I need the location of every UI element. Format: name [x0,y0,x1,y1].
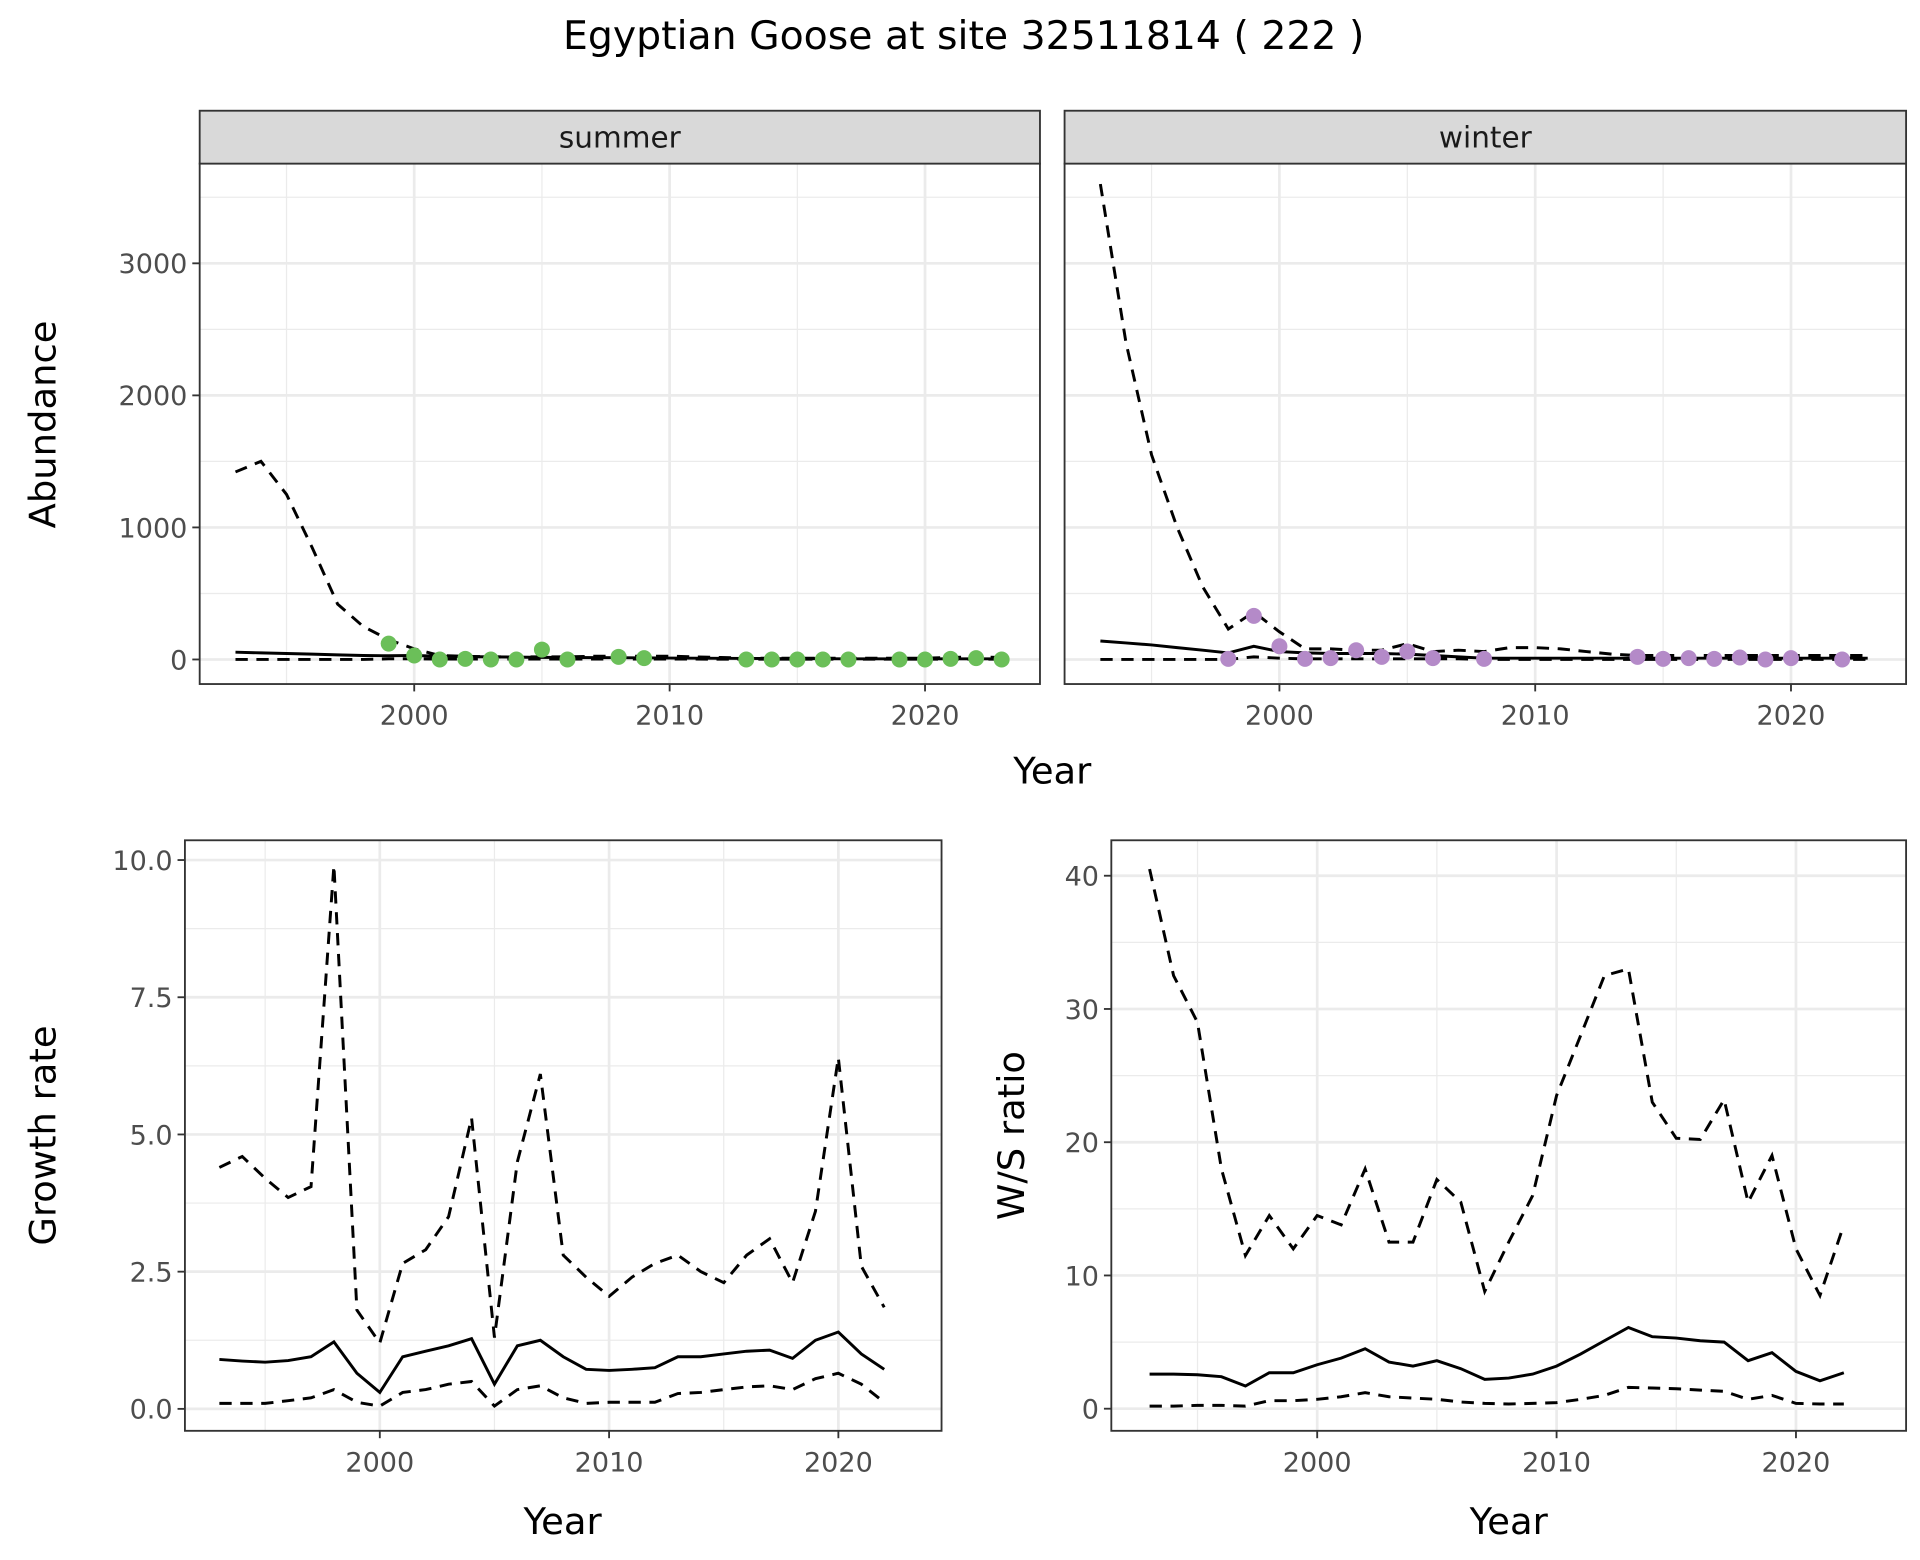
y-axis-title: Abundance [22,321,65,529]
series-line-upper [218,865,886,1347]
facet-strip-label: winter [1439,121,1533,155]
series-line-upper [1148,868,1846,1300]
y-tick-label: 2000 [119,381,188,412]
data-point [1629,648,1646,665]
data-point [1834,651,1851,668]
x-tick-label: 2010 [1522,1447,1591,1478]
y-tick-label: 0 [1082,1395,1099,1426]
data-point [457,650,474,667]
series-line-lower [219,1371,886,1409]
x-tick-label: 2020 [804,1447,873,1478]
data-point [814,651,831,668]
data-point [1373,648,1390,665]
data-point [1706,650,1723,667]
facet-strip [1063,109,1908,165]
x-tick-label: 2010 [635,701,704,732]
data-point [1757,651,1774,668]
x-tick-label: 2020 [891,701,960,732]
data-point [942,650,959,667]
data-point [1348,642,1365,659]
panel-1: winter 2000 2010 2020 [1063,109,1908,732]
series-line-upper [1098,183,1868,657]
panel-border [1063,162,1908,685]
data-point [738,651,755,668]
data-point [789,651,806,668]
series-line-lower [1149,1385,1844,1408]
data-point [1271,638,1288,655]
data-point [1476,650,1493,667]
data-point [559,651,576,668]
x-tick-label: 2000 [345,1447,414,1478]
x-tick-label: 2010 [575,1447,644,1478]
y-tick-label: 0.0 [130,1395,173,1426]
x-axis-title: Year [1469,1500,1549,1543]
x-tick-label: 2020 [1757,701,1826,732]
facet-strip [198,109,1041,165]
data-point [636,650,653,667]
y-tick-label: 0 [170,645,187,676]
y-tick-label: 40 [1065,862,1099,893]
y-tick-label: 1000 [119,513,188,544]
panel-border [198,162,1041,685]
x-tick-label: 2020 [1762,1447,1831,1478]
series-line-upper [234,459,1002,660]
data-point [406,647,423,664]
x-axis-title: Year [523,1500,603,1543]
panel-3: 2000 2010 2020 0 10 20 30 40 [1065,839,1908,1478]
data-point [610,648,627,665]
series-line-estimate [219,1330,886,1395]
y-tick-label: 10 [1065,1261,1099,1292]
x-axis-title: Year [1012,750,1092,793]
y-tick-label: 10.0 [112,846,172,877]
panel-2: 2000 2010 2020 0.0 2.5 5.0 7.5 10.0 [112,839,943,1478]
panel-border [1110,839,1908,1432]
data-point [1655,650,1672,667]
y-tick-label: 30 [1065,995,1099,1026]
data-point [1731,649,1748,666]
data-point [840,651,857,668]
data-point [993,651,1010,668]
chart-title: Egyptian Goose at site 32511814 ( 222 ) [563,13,1364,59]
x-tick-label: 2010 [1501,701,1570,732]
data-point [1322,650,1339,667]
data-point [968,650,985,667]
data-point [1297,650,1314,667]
data-point [763,651,780,668]
x-tick-label: 2000 [380,701,449,732]
y-tick-label: 7.5 [130,983,173,1014]
data-point [1399,643,1416,660]
data-point [1245,607,1262,624]
y-axis-title: W/S ratio [990,1051,1033,1220]
data-point [508,651,525,668]
data-point [431,651,448,668]
panel-border [183,839,943,1432]
facet-strip-label: summer [559,121,682,155]
series-line-estimate [1149,1325,1845,1388]
data-point [1424,650,1441,667]
panel-0: summer 2000 2010 2020 0 1000 2000 3000 [119,109,1041,732]
y-tick-label: 20 [1065,1128,1099,1159]
x-tick-label: 2000 [1283,1447,1352,1478]
data-point [1220,650,1237,667]
data-point [1680,650,1697,667]
y-tick-label: 2.5 [130,1258,173,1289]
data-point [891,651,908,668]
y-tick-label: 5.0 [130,1120,173,1151]
y-axis-title: Growth rate [22,1025,65,1245]
data-point [1782,650,1799,667]
x-tick-label: 2000 [1245,701,1314,732]
data-point [533,641,550,658]
data-point [917,651,934,668]
data-point [380,635,397,652]
y-tick-label: 3000 [119,249,188,280]
data-point [482,651,499,668]
